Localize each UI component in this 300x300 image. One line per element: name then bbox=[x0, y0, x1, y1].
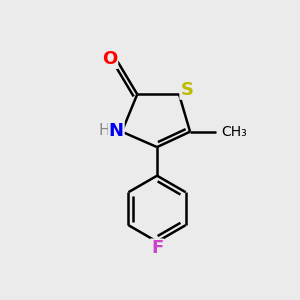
Text: S: S bbox=[180, 81, 193, 99]
Text: N: N bbox=[109, 122, 124, 140]
Text: F: F bbox=[151, 239, 163, 257]
Text: CH₃: CH₃ bbox=[221, 125, 247, 139]
Text: H: H bbox=[98, 123, 110, 138]
Text: O: O bbox=[102, 50, 117, 68]
